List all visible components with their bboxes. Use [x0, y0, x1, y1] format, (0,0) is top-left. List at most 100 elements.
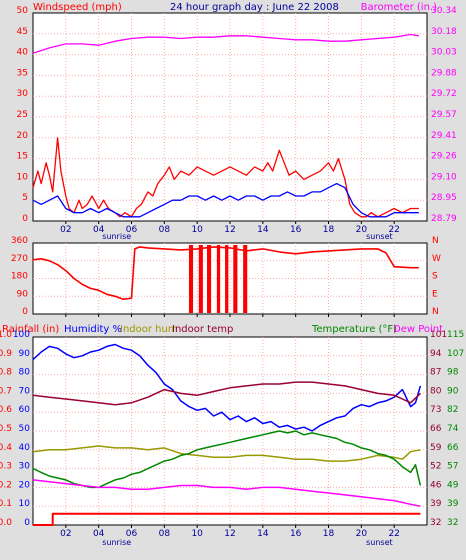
indoor-temp-y-tick: 87 [430, 368, 441, 378]
p3-x-tick: 12 [224, 529, 235, 539]
humidity-series-5 [33, 512, 421, 526]
p1-x-tick: 14 [257, 225, 269, 235]
wind-y-tick: 30 [17, 89, 29, 99]
indoor-temp-label: Indoor temp [172, 324, 233, 335]
direction-swing-bar [243, 245, 248, 313]
temperature-y-tick: 57 [447, 462, 458, 472]
p3-x-tick: 22 [388, 529, 399, 539]
dew-point-label: Dew Point [393, 324, 443, 335]
indoor-hum-label: Indoor hum [120, 324, 178, 335]
baro-y-tick: 29.41 [431, 131, 457, 141]
p1-x-tick: 04 [93, 225, 105, 235]
temperature-y-tick: 32 [447, 518, 458, 528]
direction-swing-bar [207, 245, 212, 313]
baro-y-tick: 29.72 [431, 89, 457, 99]
baro-y-tick: 29.57 [431, 110, 457, 120]
baro-y-tick: 30.34 [431, 6, 457, 16]
wind-y-tick: 35 [17, 68, 28, 78]
rain-y-tick: 0.9 [0, 349, 12, 359]
temperature-y-tick: 82 [447, 405, 458, 415]
p3-x-tick: 06 [126, 529, 138, 539]
rain-y-tick: 0.6 [0, 405, 12, 415]
p1-x-tick: 16 [290, 225, 302, 235]
humidity-y-tick: 30 [19, 462, 31, 472]
compass-y-tick: N [432, 307, 439, 317]
humidity-y-tick: 80 [19, 368, 31, 378]
baro-y-tick: 29.26 [431, 152, 457, 162]
temperature-y-tick: 66 [447, 443, 459, 453]
wind-y-tick: 15 [17, 152, 28, 162]
wind-y-tick: 50 [17, 6, 29, 16]
p3-x-tick: 20 [356, 529, 368, 539]
rainfall-label: Rainfall (in) [2, 324, 59, 335]
p1-x-tick: 12 [224, 225, 235, 235]
temperature-label: Temperature (°F) [311, 324, 397, 335]
humidity-y-tick: 10 [19, 499, 31, 509]
humidity-y-tick: 40 [19, 443, 31, 453]
temperature-y-tick: 49 [447, 480, 459, 490]
humidity-y-tick: 100 [13, 330, 30, 340]
humidity-series-4 [32, 479, 421, 507]
direction-y-tick: 90 [17, 289, 29, 299]
direction-swing-bar [216, 245, 221, 313]
humidity-y-tick: 20 [19, 480, 31, 490]
temperature-y-tick: 115 [447, 330, 464, 340]
wind-y-tick: 0 [22, 214, 28, 224]
wind-y-tick: 40 [17, 48, 29, 58]
p1-x-tick: 20 [356, 225, 368, 235]
wind-y-tick: 25 [17, 110, 28, 120]
humidity-label: Humidity % [64, 324, 122, 335]
direction-swing-bar [198, 245, 203, 313]
humidity-y-tick: 0 [24, 518, 30, 528]
direction-series-0 [32, 246, 419, 301]
baro-y-tick: 28.79 [431, 214, 457, 224]
rain-y-tick: 0.1 [0, 499, 12, 509]
rain-y-tick: 0.7 [0, 386, 12, 396]
sunset-label-bottom: sunset [366, 538, 393, 547]
humidity-y-tick: 60 [19, 405, 31, 415]
indoor-temp-y-tick: 101 [430, 330, 447, 340]
humidity-series-1 [32, 381, 421, 406]
direction-y-tick: 270 [11, 254, 28, 264]
indoor-temp-y-tick: 32 [430, 518, 441, 528]
rain-y-tick: 0.4 [0, 443, 12, 453]
wind-y-tick: 45 [17, 27, 28, 37]
wind-series-1 [32, 182, 419, 218]
indoor-temp-y-tick: 59 [430, 443, 442, 453]
p3-x-tick: 14 [257, 529, 269, 539]
p1-x-tick: 10 [191, 225, 203, 235]
indoor-temp-y-tick: 73 [430, 405, 441, 415]
indoor-temp-y-tick: 94 [430, 349, 442, 359]
indoor-temp-y-tick: 80 [430, 386, 442, 396]
compass-y-tick: E [432, 289, 438, 299]
rain-y-tick: 1.0 [0, 330, 12, 340]
sunset-label-top: sunset [366, 232, 393, 241]
direction-swing-bar [225, 245, 229, 313]
indoor-temp-y-tick: 39 [430, 499, 442, 509]
direction-swing-bar [188, 245, 194, 313]
sunrise-label-bottom: sunrise [102, 538, 131, 547]
p3-x-tick: 02 [60, 529, 71, 539]
baro-y-tick: 30.03 [431, 48, 457, 58]
direction-swing-bar [233, 245, 238, 313]
rain-y-tick: 0.2 [0, 480, 12, 490]
rain-y-tick: 0.3 [0, 462, 12, 472]
sunrise-label-top: sunrise [102, 232, 131, 241]
windspeed-label: Windspeed (mph) [33, 2, 122, 13]
baro-y-tick: 28.95 [431, 193, 457, 203]
temperature-y-tick: 107 [447, 349, 464, 359]
p1-x-tick: 06 [126, 225, 138, 235]
baro-y-tick: 29.10 [431, 172, 457, 182]
baro-y-tick: 29.88 [431, 68, 457, 78]
p3-x-tick: 18 [323, 529, 335, 539]
humidity-y-tick: 70 [19, 386, 31, 396]
humidity-series-0 [32, 343, 422, 432]
temperature-y-tick: 98 [447, 368, 459, 378]
p3-x-tick: 04 [93, 529, 105, 539]
humidity-y-tick: 50 [19, 424, 31, 434]
wind-y-tick: 10 [17, 172, 29, 182]
rain-y-tick: 0.5 [0, 424, 12, 434]
graph-title: 24 hour graph day : June 22 2008 [170, 2, 339, 13]
